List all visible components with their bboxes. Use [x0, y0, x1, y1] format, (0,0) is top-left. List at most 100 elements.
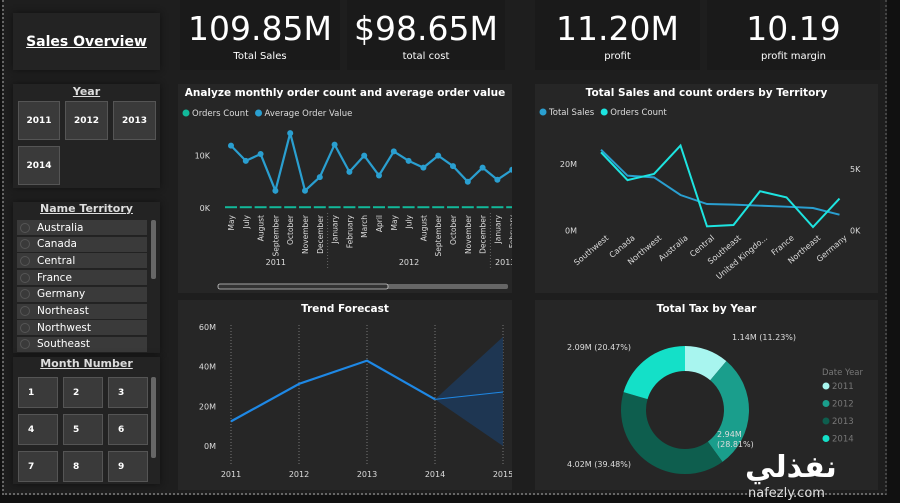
radio-icon: [20, 306, 30, 316]
month-option[interactable]: 7: [18, 451, 58, 482]
x-tick-label: April: [375, 215, 384, 232]
donut-slice-2014[interactable]: [623, 346, 685, 400]
month-option[interactable]: 9: [108, 451, 148, 482]
legend-marker: [822, 400, 830, 407]
year-option-2012[interactable]: 2012: [65, 101, 108, 140]
month-option[interactable]: 8: [63, 451, 103, 482]
x-tick-label: Southwest: [572, 233, 610, 267]
territory-option-label: Southeast: [37, 338, 90, 351]
territory-option-label: Northeast: [37, 305, 89, 317]
data-point[interactable]: [390, 148, 397, 155]
series-line-total-sales[interactable]: [600, 148, 840, 216]
data-point[interactable]: [331, 141, 338, 148]
territory-option[interactable]: Germany: [17, 286, 147, 303]
legend-label[interactable]: 2012: [832, 400, 854, 410]
radio-icon: [20, 222, 30, 233]
data-point[interactable]: [228, 142, 234, 149]
data-point[interactable]: [479, 164, 486, 171]
legend-marker: [822, 435, 830, 442]
kpi-value: 10.19: [746, 9, 841, 48]
legend-marker: [255, 109, 263, 117]
data-point[interactable]: [509, 166, 512, 173]
data-point[interactable]: [494, 176, 501, 183]
kpi-value: 11.20M: [556, 9, 679, 48]
scrollbar-thumb[interactable]: [217, 283, 389, 290]
data-point[interactable]: [420, 164, 427, 171]
month-option[interactable]: 3: [108, 377, 148, 408]
month-slicer-label: Month Number: [40, 357, 133, 370]
x-tick-label: December: [479, 214, 488, 254]
series-line-sales[interactable]: [230, 359, 436, 423]
data-label: 1.14M (11.23%): [732, 333, 796, 342]
data-label: 2.09M (20.47%): [567, 343, 631, 352]
data-point[interactable]: [302, 187, 308, 194]
title-card: Sales Overview: [13, 13, 160, 70]
legend-label[interactable]: 2011: [832, 382, 854, 392]
kpi-value: 109.85M: [188, 9, 332, 48]
month-option[interactable]: 5: [63, 414, 103, 445]
legend-label[interactable]: 2014: [832, 435, 854, 445]
donut-slice-2012[interactable]: [707, 361, 749, 462]
year-option-2014[interactable]: 2014: [18, 146, 60, 185]
x-tick-label: August: [419, 215, 428, 241]
data-point[interactable]: [435, 152, 442, 159]
month-scrollbar[interactable]: [151, 377, 156, 458]
x-tick-label: October: [286, 214, 295, 245]
x-tick-label: July: [242, 214, 251, 229]
month-option[interactable]: 2: [63, 377, 103, 408]
data-point[interactable]: [405, 157, 412, 164]
territory-option-label: Canada: [37, 238, 77, 251]
territory-option[interactable]: Australia: [17, 220, 147, 236]
year-option-2011[interactable]: 2011: [18, 101, 60, 140]
kpi-card: 10.19 profit margin: [707, 0, 880, 70]
year-slicer-label: Year: [72, 85, 101, 98]
territory-scrollbar[interactable]: [151, 220, 156, 279]
territory-option[interactable]: Northwest: [17, 320, 147, 337]
kpi-label: profit margin: [760, 51, 827, 62]
year-option-2013[interactable]: 2013: [113, 101, 156, 140]
report-title: Sales Overview: [26, 33, 147, 50]
legend-marker: [182, 109, 190, 117]
legend-title: Date Year: [822, 368, 864, 378]
data-point[interactable]: [361, 152, 368, 159]
y-tick-label-left: 0M: [565, 227, 577, 236]
data-point[interactable]: [272, 187, 279, 194]
data-point[interactable]: [450, 163, 456, 170]
legend-label: Orders Count: [192, 109, 249, 119]
forecast-line[interactable]: [434, 391, 504, 400]
data-point[interactable]: [257, 151, 264, 158]
month-option[interactable]: 4: [18, 414, 58, 445]
data-point[interactable]: [287, 130, 294, 137]
territory-option[interactable]: Central: [17, 253, 147, 270]
data-point[interactable]: [346, 168, 353, 175]
x-tick-label: January: [493, 214, 502, 244]
territory-option-label: Germany: [37, 288, 86, 301]
territory-option[interactable]: France: [17, 270, 147, 287]
series-line-orders-count[interactable]: [600, 143, 841, 229]
chart-title: Trend Forecast: [301, 303, 389, 315]
donut-slice-2011[interactable]: [685, 346, 727, 381]
month-option[interactable]: 1: [18, 377, 58, 408]
territory-option[interactable]: Southeast: [17, 336, 147, 353]
legend-marker: [539, 108, 547, 116]
y-tick-label: 0M: [204, 442, 216, 451]
territory-option[interactable]: Northeast: [17, 303, 147, 320]
x-tick-label: February: [508, 214, 512, 248]
radio-icon: [20, 272, 30, 283]
kpi-label: Total Sales: [233, 51, 287, 62]
x-tick-label: December: [316, 214, 325, 254]
territory-option[interactable]: Canada: [17, 236, 147, 253]
donut-slice-2013[interactable]: [621, 392, 723, 474]
y-tick-label: 40M: [199, 363, 216, 372]
data-point[interactable]: [316, 174, 323, 181]
data-label: 4.02M (39.48%): [567, 460, 631, 469]
x-tick-label: March: [360, 215, 369, 238]
territory-option-label: Central: [37, 254, 76, 267]
data-point[interactable]: [242, 157, 249, 164]
month-option[interactable]: 6: [108, 414, 148, 445]
data-point[interactable]: [464, 178, 471, 185]
radio-icon: [20, 289, 30, 300]
legend-label[interactable]: 2013: [832, 417, 854, 427]
legend-marker: [822, 382, 830, 390]
data-point[interactable]: [376, 172, 382, 179]
